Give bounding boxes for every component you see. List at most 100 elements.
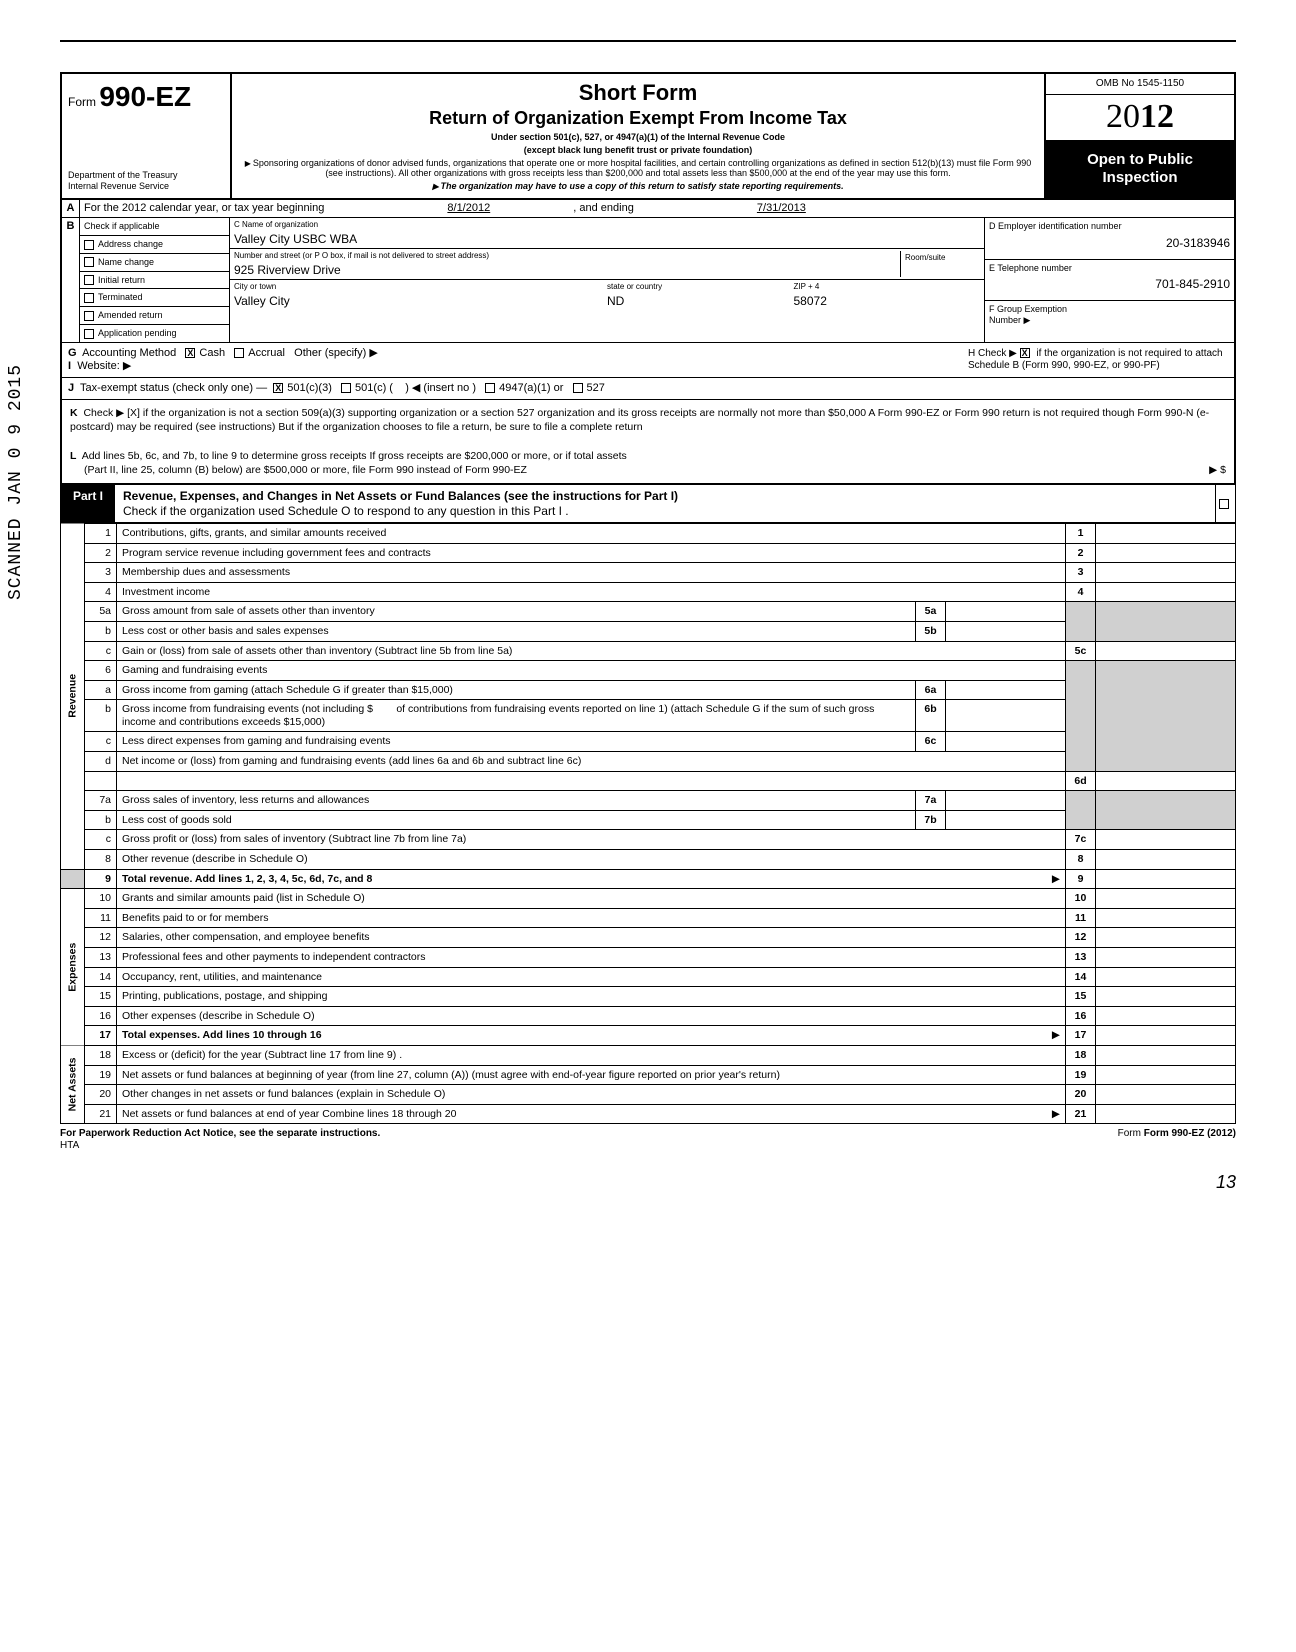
line-2: Program service revenue including govern… [117,543,1066,563]
title-return: Return of Organization Exempt From Incom… [242,108,1034,130]
d-ein: D Employer identification number 20-3183… [985,218,1234,260]
check-application-pending[interactable]: Application pending [80,325,229,342]
header-note-2: The organization may have to use a copy … [242,181,1034,192]
check-cash[interactable] [185,348,195,358]
section-net-assets: Net Assets [61,1045,85,1123]
city-value: Valley City [234,294,607,308]
f-label: F Group Exemption [989,304,1230,315]
page-number: 13 [60,1172,1236,1194]
line-6c: Less direct expenses from gaming and fun… [117,732,916,752]
line-21: Net assets or fund balances at end of ye… [122,1108,456,1120]
check-h[interactable] [1020,348,1030,358]
lines-table: Revenue 1Contributions, gifts, grants, a… [60,523,1236,1124]
check-label: Application pending [98,328,177,338]
e-phone: E Telephone number 701-845-2910 [985,260,1234,302]
check-terminated[interactable]: Terminated [80,289,229,307]
block-b-through-f: B Check if applicable Address change Nam… [60,218,1236,343]
form-prefix: Form [68,95,96,109]
part-1-header: Part I Revenue, Expenses, and Changes in… [60,485,1236,523]
b-right: D Employer identification number 20-3183… [984,218,1234,342]
open-line-1: Open to Public [1052,151,1228,169]
j-4947: 4947(a)(1) or [499,382,563,394]
check-label: Initial return [98,275,145,285]
line-10: Grants and similar amounts paid (list in… [117,889,1066,909]
check-501c[interactable] [341,383,351,393]
label-a: A [62,200,80,217]
label-j: J [68,382,74,394]
h-text-1: H Check ▶ [968,348,1017,359]
d-label: D Employer identification number [989,221,1230,232]
addr-label: Number and street (or P O box, if mail i… [234,251,900,261]
a-text: For the 2012 calendar year, or tax year … [84,202,324,214]
footer: For Paperwork Reduction Act Notice, see … [60,1128,1236,1152]
check-527[interactable] [573,383,583,393]
label-g: G [68,347,77,359]
state-value: ND [607,294,794,308]
a-begin-date: 8/1/2012 [447,202,490,214]
footer-left: For Paperwork Reduction Act Notice, see … [60,1128,380,1139]
f-group: F Group Exemption Number ▶ [985,301,1234,342]
part-1-checkbox[interactable] [1215,485,1235,522]
omb-number: OMB No 1545-1150 [1046,74,1234,95]
line-12: Salaries, other compensation, and employ… [117,928,1066,948]
city-label: City or town [234,282,607,292]
line-20: Other changes in net assets or fund bala… [117,1085,1066,1105]
zip-label: ZIP + 4 [794,282,981,292]
check-address-change[interactable]: Address change [80,236,229,254]
line-7a: Gross sales of inventory, less returns a… [117,791,916,811]
open-line-2: Inspection [1052,169,1228,187]
other-label: Other (specify) ▶ [294,347,378,359]
label-l: L [70,450,76,462]
check-accrual[interactable] [234,348,244,358]
tax-year: 2012 [1046,95,1234,141]
check-label: Terminated [98,292,143,302]
line-8: Other revenue (describe in Schedule O) [117,850,1066,870]
footer-hta: HTA [60,1140,79,1151]
street-address: 925 Riverview Drive [234,263,900,277]
l-text-2: (Part II, line 25, column (B) below) are… [84,464,527,476]
org-name: Valley City USBC WBA [234,232,980,246]
top-rule [60,40,1236,42]
zip-value: 58072 [794,294,981,308]
footer-right: Form Form 990-EZ (2012) [1118,1128,1236,1152]
label-i: I [68,360,71,372]
department: Department of the Treasury Internal Reve… [68,170,224,192]
check-name-change[interactable]: Name change [80,254,229,272]
j-501c3: 501(c)(3) [287,382,332,394]
line-7c: Gross profit or (loss) from sales of inv… [117,830,1066,850]
line-6b: Gross income from fundraising events (no… [117,700,916,732]
c-label: C Name of organization [234,220,980,230]
check-amended[interactable]: Amended return [80,307,229,325]
line-3: Membership dues and assessments [117,563,1066,583]
j-501c: 501(c) ( [355,382,393,394]
e-label: E Telephone number [989,263,1230,274]
note2-text: The organization may have to use a copy … [441,181,844,191]
row-a: A For the 2012 calendar year, or tax yea… [60,200,1236,218]
check-4947[interactable] [485,383,495,393]
line-7b: Less cost of goods sold [117,810,916,830]
accrual-label: Accrual [248,347,285,359]
note1-text: Sponsoring organizations of donor advise… [253,158,1031,179]
dept-line-1: Department of the Treasury [68,170,224,181]
room-suite: Room/suite [900,251,980,277]
f-label-2: Number ▶ [989,315,1230,326]
line-4: Investment income [117,582,1066,602]
line-14: Occupancy, rent, utilities, and maintena… [117,967,1066,987]
check-501c3[interactable] [273,383,283,393]
line-9: Total revenue. Add lines 1, 2, 3, 4, 5c,… [122,873,372,885]
check-label: Amended return [98,310,163,320]
cash-label: Cash [199,347,225,359]
line-16: Other expenses (describe in Schedule O) [117,1006,1066,1026]
line-19: Net assets or fund balances at beginning… [117,1065,1066,1085]
a-mid: , and ending [573,202,634,214]
part-1-title-block: Revenue, Expenses, and Changes in Net As… [115,485,1215,522]
line-6a: Gross income from gaming (attach Schedul… [117,680,916,700]
line-6d: Net income or (loss) from gaming and fun… [117,752,1066,772]
check-initial-return[interactable]: Initial return [80,272,229,290]
section-revenue: Revenue [61,523,85,869]
l-text-1: Add lines 5b, 6c, and 7b, to line 9 to d… [82,450,627,462]
check-label: Name change [98,257,154,267]
header-right: OMB No 1545-1150 2012 Open to Public Ins… [1044,74,1234,198]
line-5c: Gain or (loss) from sale of assets other… [117,641,1066,661]
line-5a: Gross amount from sale of assets other t… [117,602,916,622]
